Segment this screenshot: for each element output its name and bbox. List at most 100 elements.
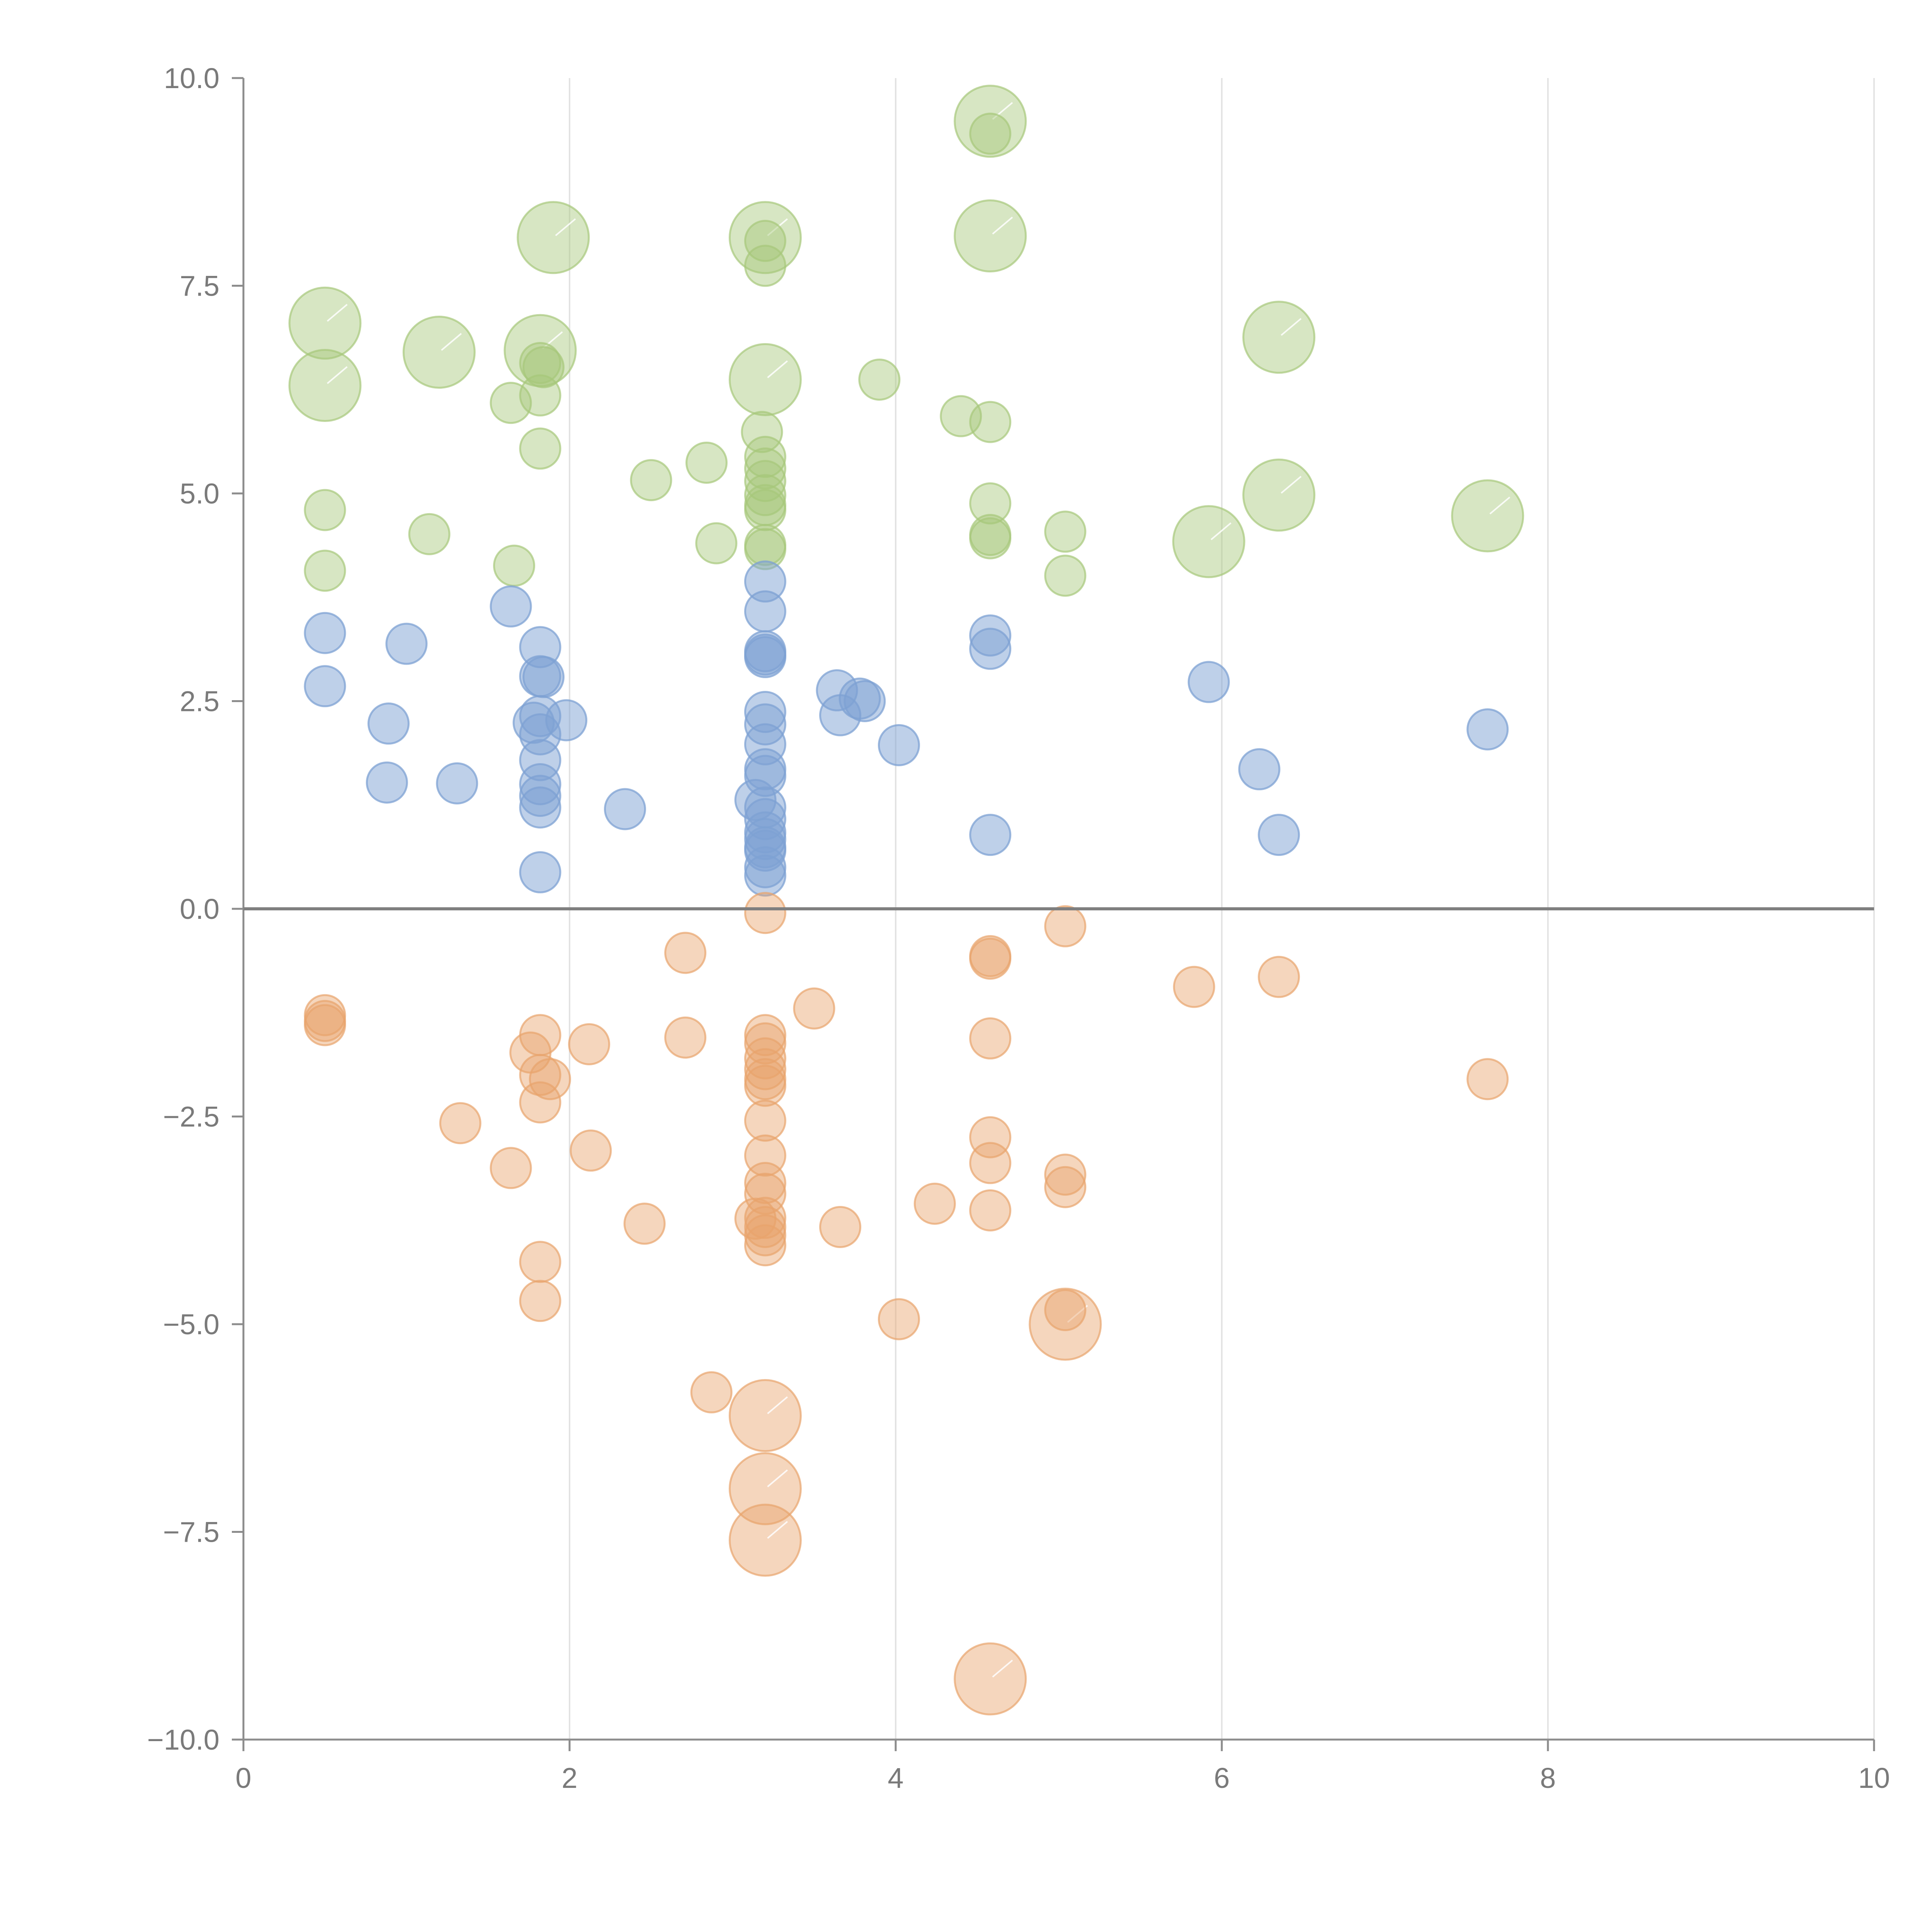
data-point bbox=[519, 786, 561, 829]
data-point bbox=[913, 1182, 956, 1225]
y-tick-label: 5.0 bbox=[180, 478, 219, 510]
data-point bbox=[1172, 505, 1245, 578]
x-tick-label: 4 bbox=[888, 1762, 903, 1794]
series-group bbox=[304, 892, 1509, 1716]
data-point-highlight bbox=[555, 218, 576, 236]
data-point bbox=[664, 1016, 707, 1059]
data-point bbox=[969, 482, 1012, 525]
data-point bbox=[685, 441, 728, 484]
data-point-highlight bbox=[1067, 1305, 1088, 1323]
data-point bbox=[728, 1503, 802, 1577]
data-point bbox=[402, 316, 476, 389]
data-point bbox=[1044, 1153, 1087, 1196]
data-point bbox=[490, 1147, 532, 1189]
data-point bbox=[304, 612, 346, 654]
data-point bbox=[744, 245, 786, 287]
data-point bbox=[304, 665, 346, 707]
data-point bbox=[744, 1214, 786, 1257]
data-point bbox=[744, 892, 786, 934]
data-point-highlight bbox=[992, 102, 1013, 120]
data-point bbox=[744, 1172, 786, 1215]
data-point-highlight bbox=[1281, 318, 1302, 336]
data-point bbox=[519, 1014, 561, 1056]
data-point bbox=[969, 517, 1012, 560]
data-point bbox=[408, 513, 451, 555]
data-point bbox=[969, 1189, 1012, 1231]
data-point bbox=[568, 1023, 611, 1065]
data-point-highlight bbox=[767, 1396, 788, 1414]
data-point bbox=[304, 489, 346, 531]
data-point-highlight bbox=[441, 333, 462, 351]
data-point bbox=[630, 459, 672, 502]
data-point bbox=[969, 401, 1012, 443]
data-point bbox=[519, 1241, 561, 1283]
data-point bbox=[519, 1081, 561, 1124]
data-point bbox=[969, 814, 1012, 856]
data-point bbox=[969, 1116, 1012, 1158]
data-point bbox=[490, 585, 532, 628]
data-point bbox=[969, 937, 1012, 980]
data-point-highlight bbox=[1281, 476, 1302, 494]
data-point-highlight bbox=[992, 216, 1013, 235]
data-point bbox=[728, 1379, 802, 1452]
y-tick-label: 10.0 bbox=[164, 62, 219, 94]
y-tick-label: −10.0 bbox=[147, 1724, 219, 1756]
data-point bbox=[744, 460, 786, 502]
data-point bbox=[1258, 956, 1300, 998]
data-point-highlight bbox=[542, 331, 563, 349]
data-point bbox=[744, 1099, 786, 1142]
data-point bbox=[522, 656, 565, 698]
data-point bbox=[744, 1224, 786, 1267]
y-tick-label: 0.0 bbox=[180, 893, 219, 925]
data-point bbox=[519, 1280, 561, 1322]
data-point bbox=[744, 474, 786, 516]
data-point bbox=[1044, 905, 1087, 947]
data-point bbox=[1258, 814, 1300, 856]
data-point bbox=[744, 633, 786, 676]
data-point-highlight bbox=[767, 1521, 788, 1539]
data-point bbox=[954, 85, 1027, 158]
x-tick-label: 6 bbox=[1214, 1762, 1230, 1794]
data-point bbox=[664, 932, 707, 974]
series-group bbox=[304, 560, 1509, 897]
data-point bbox=[436, 762, 478, 804]
data-point-highlight bbox=[327, 366, 348, 384]
data-point bbox=[744, 219, 786, 262]
data-point bbox=[1044, 1289, 1087, 1331]
data-point bbox=[1238, 748, 1281, 791]
data-point bbox=[878, 724, 920, 766]
data-point bbox=[878, 1298, 920, 1340]
y-tick-label: −7.5 bbox=[163, 1516, 219, 1548]
data-point bbox=[570, 1129, 612, 1172]
tick-label-layer: 0 2 4 6 8 10 −10.0 −7.5 −5.0 −2.5 0.0 2.5 5.0 7.5 10.0 bbox=[147, 62, 1890, 1794]
data-point-highlight bbox=[767, 1469, 788, 1488]
data-point bbox=[1451, 479, 1524, 553]
data-point bbox=[1044, 510, 1087, 553]
data-point bbox=[954, 1642, 1027, 1716]
data-point bbox=[366, 761, 408, 804]
data-point bbox=[690, 1371, 733, 1413]
bubble-layer bbox=[288, 85, 1524, 1716]
data-point bbox=[744, 435, 786, 478]
data-point bbox=[1242, 458, 1316, 532]
data-point bbox=[744, 1162, 786, 1204]
data-point bbox=[969, 1142, 1012, 1184]
data-point bbox=[529, 1058, 571, 1100]
data-point bbox=[793, 987, 835, 1030]
data-point bbox=[367, 702, 410, 745]
data-point bbox=[517, 201, 590, 274]
data-point-highlight bbox=[1489, 497, 1510, 515]
x-tick-label: 0 bbox=[235, 1762, 251, 1794]
data-point bbox=[744, 1065, 786, 1107]
y-tick-label: 2.5 bbox=[180, 685, 219, 718]
data-point bbox=[1466, 1058, 1509, 1100]
series-group bbox=[288, 85, 1524, 597]
data-point bbox=[1044, 554, 1087, 597]
data-point bbox=[744, 489, 786, 531]
data-point-highlight bbox=[767, 218, 788, 236]
data-point-highlight bbox=[992, 1660, 1013, 1678]
y-tick-label: −2.5 bbox=[163, 1101, 219, 1133]
data-point bbox=[1187, 661, 1230, 703]
